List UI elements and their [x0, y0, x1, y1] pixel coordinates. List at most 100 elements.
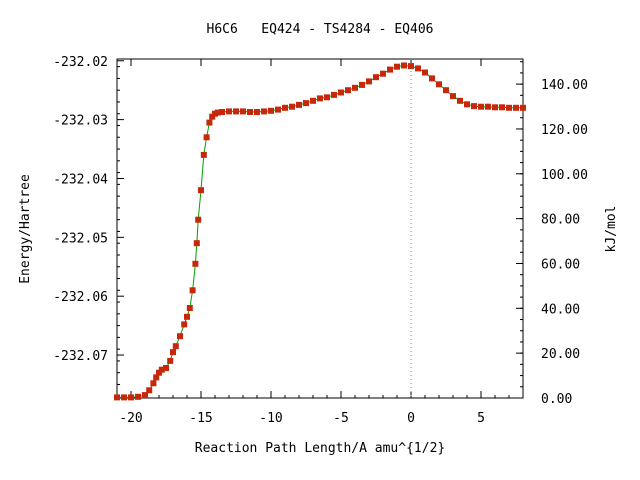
x-tick-label: 0	[407, 411, 415, 426]
data-point	[422, 69, 428, 76]
data-point	[247, 109, 253, 115]
data-point	[275, 106, 281, 113]
data-point	[146, 387, 153, 394]
data-point	[240, 108, 246, 115]
data-point	[331, 91, 337, 98]
data-point	[233, 108, 239, 115]
data-point	[485, 103, 491, 110]
data-point	[401, 62, 407, 69]
y2-tick-label: 20.00	[541, 347, 580, 362]
data-point	[214, 109, 221, 116]
data-point	[203, 134, 210, 141]
data-point	[324, 94, 330, 101]
data-point	[114, 394, 120, 401]
y-tick-label: -232.02	[53, 55, 108, 70]
data-point	[506, 104, 512, 111]
data-point	[153, 374, 160, 381]
data-point	[513, 104, 519, 111]
y-tick-label: -232.07	[53, 349, 108, 364]
data-point	[192, 260, 199, 267]
data-point	[121, 394, 127, 401]
data-point	[338, 89, 344, 96]
y2-axis-label: kJ/mol	[604, 206, 619, 253]
y2-tick-label: 60.00	[541, 257, 580, 272]
y-tick-label: -232.05	[53, 231, 108, 246]
y-tick-label: -232.03	[53, 114, 108, 129]
data-point	[206, 119, 213, 126]
data-point	[226, 108, 232, 115]
data-point	[189, 287, 196, 294]
plot-frame	[116, 58, 524, 399]
data-point	[167, 357, 174, 364]
data-point	[135, 393, 141, 400]
data-point	[359, 81, 365, 88]
data-point	[200, 151, 207, 158]
data-point	[471, 103, 477, 110]
data-point	[261, 108, 267, 115]
data-point	[172, 343, 179, 350]
y2-tick-label: 40.00	[541, 302, 580, 317]
data-point	[352, 84, 358, 91]
data-point	[380, 70, 386, 77]
data-point	[181, 321, 188, 328]
data-point	[478, 103, 484, 110]
data-point	[254, 109, 260, 115]
data-point	[219, 109, 225, 115]
data-point	[415, 65, 421, 72]
y-axis-label: Energy/Hartree	[18, 174, 33, 284]
chart-title: H6C6 EQ424 - TS4284 - EQ406	[207, 22, 434, 37]
data-point	[282, 104, 288, 111]
data-point	[492, 104, 498, 111]
data-point	[436, 81, 442, 88]
data-point	[450, 93, 456, 100]
x-axis-label: Reaction Path Length/A amu^{1/2}	[195, 441, 445, 456]
y-tick-label: -232.04	[53, 172, 108, 187]
data-point	[150, 380, 157, 387]
data-point	[193, 240, 200, 247]
data-point	[184, 313, 190, 320]
data-point	[142, 392, 148, 399]
x-tick-label: 5	[477, 411, 485, 426]
y-tick-label: -232.06	[53, 290, 108, 305]
data-point	[163, 365, 169, 371]
x-axis: -20 -15 -10 -5 0 5	[116, 59, 524, 426]
data-point	[303, 100, 309, 107]
data-point	[520, 104, 526, 111]
left-y-axis: -232.02 -232.03 -232.04 -232.05 -232.06 -232.…	[53, 55, 124, 397]
data-point	[177, 333, 183, 340]
data-point	[268, 107, 274, 114]
data-point	[429, 75, 435, 82]
data-point	[366, 78, 372, 85]
data-point	[394, 63, 400, 70]
data-point	[158, 366, 165, 373]
y2-tick-label: 80.00	[541, 213, 580, 228]
data-point	[464, 101, 470, 108]
data-point	[408, 63, 414, 70]
data-point	[443, 87, 449, 94]
x-tick-label: -5	[333, 411, 349, 426]
x-tick-label: -10	[259, 411, 282, 426]
y2-tick-label: 100.00	[541, 168, 588, 183]
data-point	[296, 101, 302, 108]
data-point	[457, 97, 463, 104]
energy-series	[114, 62, 526, 401]
data-point	[499, 104, 505, 111]
data-point	[198, 187, 204, 194]
data-point	[289, 103, 295, 110]
y2-tick-label: 120.00	[541, 123, 588, 138]
data-point	[170, 349, 176, 356]
x-tick-label: -15	[189, 411, 212, 426]
data-point	[128, 394, 134, 401]
data-point	[345, 87, 351, 94]
data-point	[387, 66, 393, 73]
data-point	[186, 305, 193, 311]
x-tick-label: -20	[119, 411, 142, 426]
data-point	[373, 74, 379, 81]
right-y-axis: 0.00 20.00 40.00 60.00 80.00 100.00 120.00 140.…	[516, 61, 588, 407]
data-point	[317, 95, 323, 102]
y2-tick-label: 0.00	[541, 392, 572, 407]
data-point	[195, 216, 202, 223]
y2-tick-label: 140.00	[541, 78, 588, 93]
data-point	[310, 97, 316, 104]
